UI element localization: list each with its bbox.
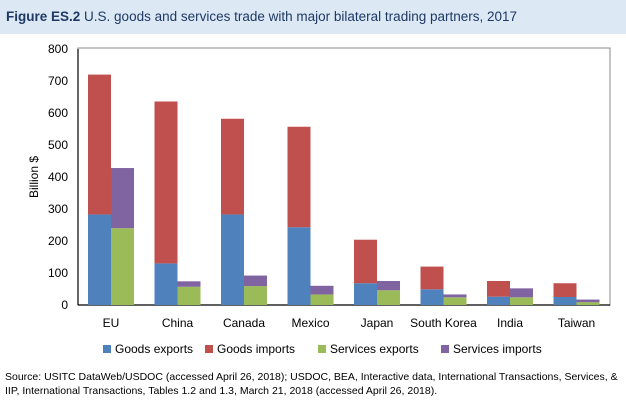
bar-services-exports xyxy=(310,294,334,305)
x-tick-label: China xyxy=(162,316,194,330)
legend-label: Goods imports xyxy=(217,342,295,356)
x-tick-label: South Korea xyxy=(410,316,477,330)
bar-goods-imports xyxy=(553,283,577,297)
legend-label: Services exports xyxy=(330,342,419,356)
bar-goods-imports xyxy=(354,239,377,284)
legend-swatch xyxy=(205,345,213,353)
bar-goods-imports xyxy=(287,126,311,228)
bar-goods-exports xyxy=(154,263,178,305)
bar-goods-exports xyxy=(221,214,244,305)
bar-services-imports xyxy=(443,294,467,298)
bar-goods-imports xyxy=(221,118,244,215)
y-tick-label: 100 xyxy=(48,266,68,280)
legend-label: Goods exports xyxy=(115,342,193,356)
y-tick-label: 200 xyxy=(48,234,68,248)
y-tick-label: 400 xyxy=(48,170,68,184)
legend-swatch xyxy=(441,345,449,353)
bar-services-exports xyxy=(576,302,600,305)
figure-title-text: U.S. goods and services trade with major… xyxy=(84,9,518,24)
bar-services-imports xyxy=(177,281,201,287)
x-tick-label: Mexico xyxy=(291,316,329,330)
bar-goods-imports xyxy=(420,266,444,290)
legend-swatch xyxy=(103,345,111,353)
y-tick-label: 300 xyxy=(48,202,68,216)
bar-services-imports xyxy=(111,168,134,229)
figure-label: Figure ES.2 xyxy=(6,9,81,24)
legend-swatch xyxy=(318,345,326,353)
bar-services-exports xyxy=(443,297,467,305)
bar-services-exports xyxy=(377,290,400,305)
bar-services-imports xyxy=(244,275,267,287)
bar-services-imports xyxy=(377,281,400,291)
bar-services-exports xyxy=(111,228,134,305)
source-note: Source: USITC DataWeb/USDOC (accessed Ap… xyxy=(5,371,618,397)
x-tick-label: EU xyxy=(103,316,120,330)
bar-services-exports xyxy=(177,286,201,305)
y-tick-label: 700 xyxy=(48,74,68,88)
y-tick-label: 500 xyxy=(48,138,68,152)
x-tick-label: Canada xyxy=(223,316,265,330)
figure-title: Figure ES.2 U.S. goods and services trad… xyxy=(0,0,626,34)
x-tick-label: Japan xyxy=(361,316,394,330)
bar-goods-imports xyxy=(487,281,510,297)
bar-goods-exports xyxy=(487,296,510,305)
bar-services-exports xyxy=(244,286,267,305)
bar-goods-exports xyxy=(553,297,577,305)
x-tick-label: Taiwan xyxy=(558,316,595,330)
bar-services-imports xyxy=(310,285,334,295)
y-tick-label: 600 xyxy=(48,106,68,120)
bar-goods-imports xyxy=(154,101,178,264)
y-tick-label: 800 xyxy=(48,42,68,56)
stacked-bar-chart: 0 100 200 300 400 500 600 700 800 Billion $ EU Chin… xyxy=(27,42,611,356)
bar-goods-exports xyxy=(88,214,111,305)
bar-services-exports xyxy=(510,297,533,305)
y-tick-label: 0 xyxy=(61,298,68,312)
bar-goods-imports xyxy=(88,74,111,215)
bar-services-imports xyxy=(576,299,600,303)
bar-goods-exports xyxy=(354,283,377,305)
x-tick-label: India xyxy=(497,316,523,330)
legend-label: Services imports xyxy=(453,342,542,356)
y-axis-title: Billion $ xyxy=(27,156,41,198)
bar-services-imports xyxy=(510,288,533,298)
bar-goods-exports xyxy=(287,227,311,305)
bar-goods-exports xyxy=(420,289,444,305)
